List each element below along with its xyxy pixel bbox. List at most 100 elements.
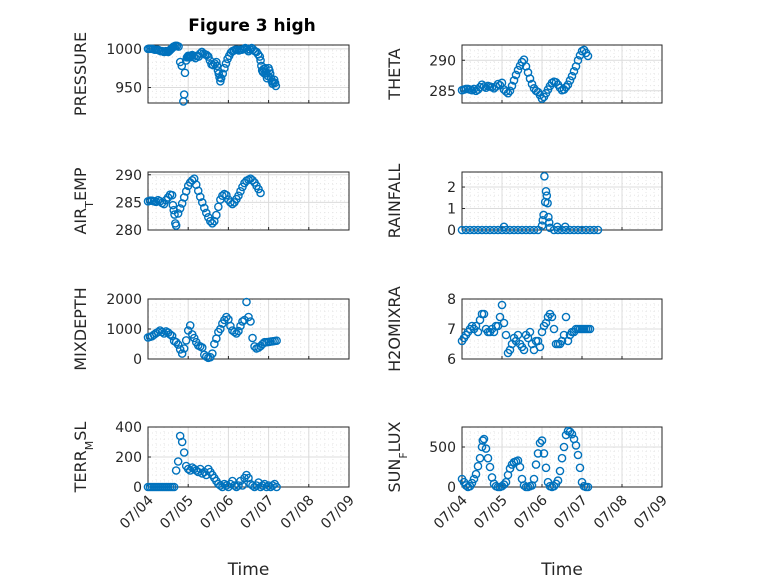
data-point (477, 442, 487, 452)
data-point (519, 345, 529, 355)
data-point (501, 87, 511, 96)
y-tick-label: 285 (429, 84, 456, 100)
data-point (195, 192, 205, 202)
x-tick-label: 07/04 (117, 492, 157, 532)
data-point (473, 461, 483, 471)
data-point (561, 312, 571, 322)
data-point (175, 57, 185, 67)
data-point (153, 327, 163, 337)
data-point (593, 225, 603, 235)
data-point (230, 481, 239, 490)
axes-frame (461, 426, 663, 488)
data-point (197, 469, 207, 478)
y-axis-label-main: RAINFALL (385, 164, 404, 239)
data-point (544, 218, 554, 227)
data-point (499, 480, 509, 489)
data-point (589, 225, 599, 235)
data-point (265, 69, 275, 78)
subplot-air_temp: 290 285 280 AIRTEMP (71, 167, 350, 239)
data-point (258, 481, 267, 490)
y-tick-label: 2000 (106, 292, 142, 308)
series-rainfall (457, 171, 603, 235)
y-axis-label-main: H2OMIXRA (385, 286, 404, 372)
data-point (201, 208, 211, 218)
y-tick-label: 290 (429, 53, 456, 69)
data-point (206, 216, 215, 226)
data-point (151, 197, 161, 207)
y-tick-label: 280 (115, 223, 142, 239)
data-point (563, 80, 573, 89)
data-point (175, 204, 185, 213)
data-point (170, 210, 179, 219)
data-point (180, 68, 190, 78)
y-tick-label: 1000 (106, 322, 142, 338)
data-point (525, 327, 535, 337)
data-point (246, 317, 255, 326)
subplot-grid: 1000 950 PRESSURE 290 285 THETA 290285280AIRTE… (71, 32, 671, 580)
data-point (199, 203, 209, 213)
x-tick-label: 07/05 (471, 493, 511, 533)
data-point (544, 212, 553, 222)
data-point (495, 312, 505, 322)
data-point (244, 312, 253, 322)
data-point (537, 94, 547, 104)
data-point (222, 312, 231, 322)
y-axis-label-subscript: F (397, 452, 410, 458)
data-point (268, 481, 277, 490)
data-point (541, 463, 551, 473)
data-point (221, 59, 231, 68)
data-point (551, 77, 561, 87)
data-point (543, 198, 552, 208)
data-point (521, 225, 531, 235)
data-point (547, 312, 557, 322)
y-axis-label-subscript: T (83, 201, 96, 209)
data-point (208, 219, 217, 228)
data-point (585, 225, 595, 235)
data-point (509, 225, 519, 235)
data-point (540, 171, 549, 181)
y-tick-label: 950 (115, 81, 142, 97)
data-point (473, 225, 483, 235)
data-point (165, 330, 175, 339)
data-point (573, 55, 583, 65)
data-point (573, 225, 583, 235)
data-point (581, 225, 591, 235)
data-point (555, 466, 565, 476)
data-point (210, 59, 220, 68)
data-point (242, 45, 252, 54)
data-point (565, 76, 575, 85)
x-tick-label: 07/08 (591, 493, 631, 533)
x-axis-label: Time (227, 560, 270, 580)
data-point (507, 81, 517, 91)
y-axis-label: THETA (385, 48, 404, 100)
data-point (236, 321, 245, 331)
y-axis-label-rest: SL (71, 422, 90, 441)
data-point (509, 76, 519, 85)
data-point (505, 86, 515, 96)
data-point (264, 481, 273, 490)
y-tick-label: 2 (447, 180, 456, 196)
data-point (171, 337, 181, 347)
data-point (234, 191, 243, 201)
data-point (473, 327, 483, 337)
data-point (560, 222, 570, 232)
data-point (552, 222, 562, 232)
data-point (248, 333, 257, 343)
data-point (238, 481, 247, 490)
data-point (461, 225, 471, 235)
axes-frame (147, 44, 350, 104)
y-axis-label-main: PRESSURE (71, 32, 90, 116)
data-point (189, 333, 199, 343)
data-point (222, 481, 231, 490)
data-point (533, 449, 543, 458)
data-point (212, 57, 221, 67)
data-point (481, 225, 491, 235)
y-axis-label-rest: EMP (71, 167, 90, 201)
data-point (567, 71, 577, 81)
data-point (577, 225, 587, 235)
data-point (171, 466, 181, 475)
data-point (222, 190, 231, 200)
data-point (262, 482, 271, 492)
data-point (537, 221, 547, 231)
